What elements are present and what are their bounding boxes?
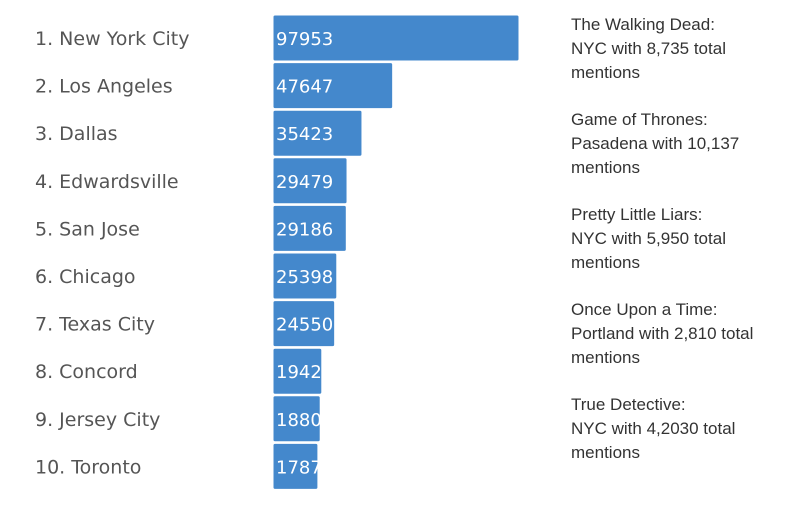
bar-value-label: 18801 — [276, 410, 333, 431]
bar — [272, 109, 363, 157]
bar — [272, 442, 319, 490]
note-suffix: mentions — [571, 63, 640, 82]
note-suffix: mentions — [571, 158, 640, 177]
category-label: 6. Chicago — [35, 266, 136, 288]
show-mentions-panel: The Walking Dead: NYC with 8,735 total m… — [571, 13, 801, 488]
category-label: 1. New York City — [35, 28, 189, 50]
note-detail: Pasadena with 10,137 — [571, 134, 740, 153]
note-pretty-little-liars: Pretty Little Liars: NYC with 5,950 tota… — [571, 203, 801, 275]
bar — [272, 347, 323, 395]
note-suffix: mentions — [571, 253, 640, 272]
note-detail: NYC with 4,2030 total — [571, 419, 736, 438]
category-label: 9. Jersey City — [35, 409, 160, 431]
category-label: 10. Toronto — [35, 456, 141, 478]
bar-value-label: 35423 — [276, 124, 333, 145]
category-labels: 1. New York City 2. Los Angeles 3. Dallas 4… — [35, 28, 189, 478]
note-detail: NYC with 5,950 total — [571, 229, 726, 248]
bar-value-label: 47647 — [276, 77, 333, 98]
note-true-detective: True Detective: NYC with 4,2030 total me… — [571, 393, 801, 465]
bar — [272, 157, 348, 205]
bar — [272, 14, 520, 62]
category-label: 4. Edwardsville — [35, 171, 179, 193]
category-label: 7. Texas City — [35, 314, 155, 336]
bar-value-label: 29479 — [276, 172, 333, 193]
note-detail: NYC with 8,735 total — [571, 39, 726, 58]
bar — [272, 395, 321, 443]
note-title: True Detective: — [571, 395, 686, 414]
note-walking-dead: The Walking Dead: NYC with 8,735 total m… — [571, 13, 801, 85]
bar-value-label: 24550 — [276, 315, 333, 336]
category-label: 2. Los Angeles — [35, 76, 173, 98]
note-detail: Portland with 2,810 total — [571, 324, 754, 343]
note-suffix: mentions — [571, 443, 640, 462]
bar — [272, 252, 338, 300]
bar — [272, 204, 347, 252]
note-suffix: mentions — [571, 348, 640, 367]
category-label: 8. Concord — [35, 361, 138, 383]
bar-value-label: 97953 — [276, 29, 333, 50]
note-once-upon-a-time: Once Upon a Time: Portland with 2,810 to… — [571, 298, 801, 370]
bar-value-label: 19428 — [276, 362, 333, 383]
bar — [272, 300, 336, 348]
bars — [272, 14, 520, 490]
note-title: Once Upon a Time: — [571, 300, 718, 319]
category-label: 3. Dallas — [35, 123, 118, 145]
note-title: Pretty Little Liars: — [571, 205, 703, 224]
bar — [272, 62, 394, 110]
bar-value-label: 29186 — [276, 219, 333, 240]
bar-value-label: 17877 — [276, 457, 333, 478]
note-game-of-thrones: Game of Thrones: Pasadena with 10,137 me… — [571, 108, 801, 180]
note-title: The Walking Dead: — [571, 15, 715, 34]
bar-value-labels: 97953 47647 35423 29479 29186 25398 24550 19428… — [276, 29, 333, 478]
category-label: 5. San Jose — [35, 218, 140, 240]
bar-chart: 1. New York City 2. Los Angeles 3. Dallas 4… — [35, 14, 520, 490]
bar-value-label: 25398 — [276, 267, 333, 288]
note-title: Game of Thrones: — [571, 110, 708, 129]
